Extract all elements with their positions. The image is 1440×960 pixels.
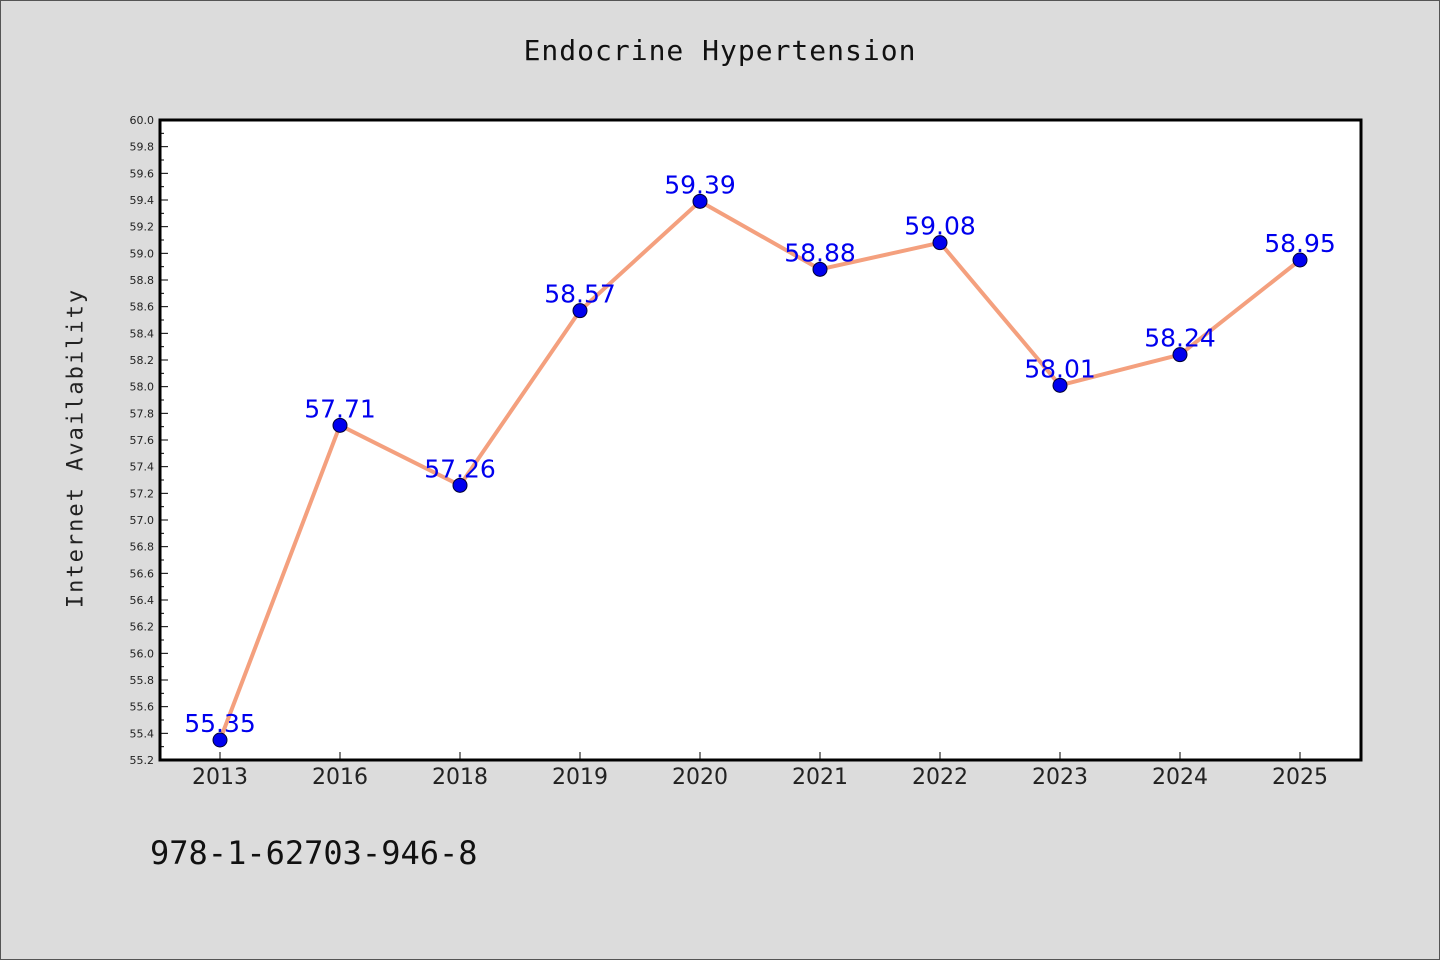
y-tick-label: 57.6 <box>130 434 155 447</box>
y-tick-label: 58.2 <box>130 354 155 367</box>
data-point-label: 58.95 <box>1264 229 1336 258</box>
y-tick-label: 56.4 <box>130 594 155 607</box>
plot-area <box>158 118 1363 762</box>
data-point-label: 59.39 <box>664 170 736 199</box>
y-tick-label: 60.0 <box>130 114 155 127</box>
y-tick-label: 59.0 <box>130 247 155 260</box>
data-point-label: 55.35 <box>184 709 256 738</box>
x-tick-label: 2025 <box>1272 765 1328 790</box>
y-tick-label: 56.8 <box>130 541 155 554</box>
data-point-label: 58.24 <box>1144 324 1216 353</box>
y-tick-label: 58.8 <box>130 274 155 287</box>
y-tick-label: 58.4 <box>130 327 155 340</box>
x-tick-label: 2021 <box>792 765 848 790</box>
x-tick-label: 2024 <box>1152 765 1208 790</box>
y-axis: 55.2 55.4 55.6 55.8 56.0 56.2 56.4 56.6 56.8 57.0… <box>130 114 168 767</box>
data-point-label: 57.71 <box>304 394 376 423</box>
x-tick-label: 2019 <box>552 765 608 790</box>
y-tick-label: 57.0 <box>130 514 155 527</box>
y-tick-label: 55.4 <box>130 727 155 740</box>
x-tick-label: 2022 <box>912 765 968 790</box>
data-point-label: 58.57 <box>544 280 616 309</box>
x-tick-label: 2018 <box>432 765 488 790</box>
data-point-label: 58.01 <box>1024 354 1096 383</box>
y-tick-label: 59.2 <box>130 221 155 234</box>
y-tick-label: 58.0 <box>130 381 155 394</box>
y-tick-label: 59.4 <box>130 194 155 207</box>
data-point-marker <box>572 303 588 319</box>
data-point-label: 59.08 <box>904 212 976 241</box>
chart-title: Endocrine Hypertension <box>523 34 917 67</box>
y-tick-label: 55.2 <box>130 754 155 767</box>
y-tick-label: 56.6 <box>130 567 155 580</box>
data-point-marker <box>1052 377 1068 393</box>
data-point-label: 58.88 <box>784 238 856 267</box>
data-point-marker <box>932 235 948 251</box>
data-point-marker <box>452 477 468 493</box>
data-labels: 55.35 57.71 57.26 58.57 59.39 58.88 59.08 58.01… <box>184 170 1336 738</box>
data-point-marker <box>1172 347 1188 363</box>
x-tick-label: 2013 <box>192 765 248 790</box>
y-tick-label: 56.0 <box>130 647 155 660</box>
data-point-marker <box>692 193 708 209</box>
y-tick-label: 59.6 <box>130 167 155 180</box>
y-tick-label: 55.6 <box>130 701 155 714</box>
y-tick-label: 58.6 <box>130 301 155 314</box>
y-tick-label: 59.8 <box>130 141 155 154</box>
x-tick-label: 2023 <box>1032 765 1088 790</box>
x-tick-label: 2016 <box>312 765 368 790</box>
y-tick-label: 56.2 <box>130 621 155 634</box>
x-tick-label: 2020 <box>672 765 728 790</box>
data-point-marker <box>332 417 348 433</box>
data-point-label: 57.26 <box>424 454 496 483</box>
data-point-marker <box>1292 252 1308 268</box>
data-point-marker <box>212 732 228 748</box>
series-markers <box>212 193 1308 748</box>
y-tick-label: 57.2 <box>130 487 155 500</box>
y-tick-label: 57.8 <box>130 407 155 420</box>
y-tick-label: 55.8 <box>130 674 155 687</box>
data-point-marker <box>812 261 828 277</box>
x-axis: 2013 2016 2018 2019 2020 2021 2022 2023 2024 2025 <box>192 752 1328 790</box>
isbn-code: 978-1-62703-946-8 <box>150 834 478 872</box>
y-tick-label: 57.4 <box>130 461 155 474</box>
series-line <box>218 199 1302 741</box>
